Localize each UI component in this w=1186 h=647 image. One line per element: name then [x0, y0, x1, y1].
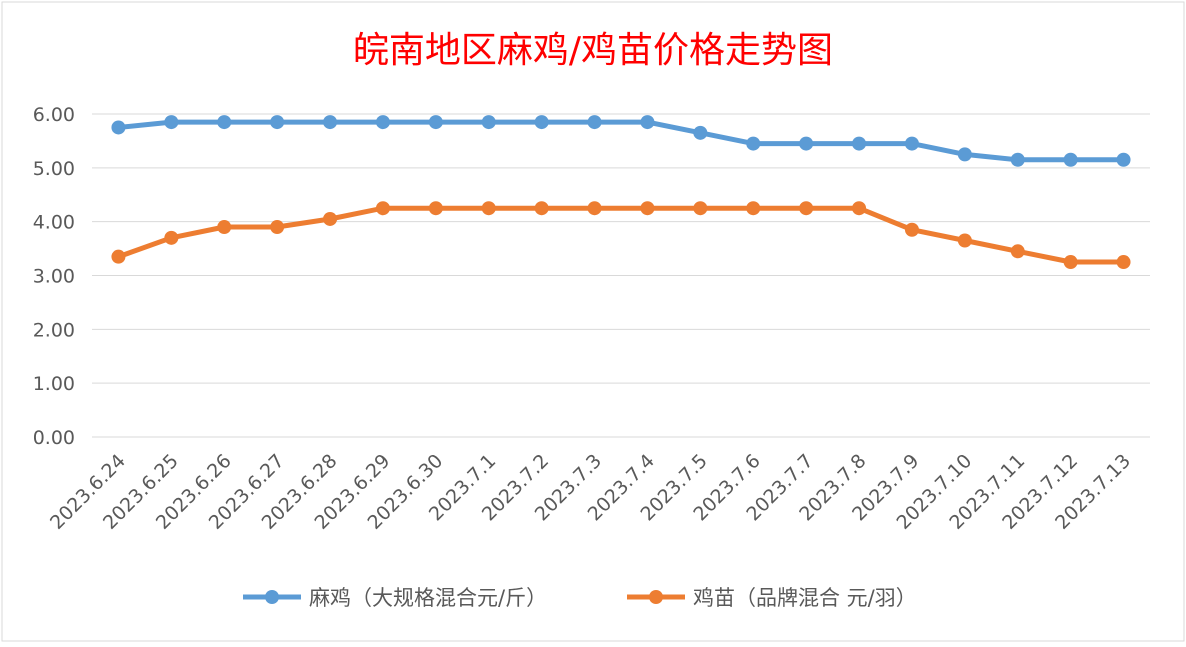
data-point: [587, 201, 602, 216]
data-point: [217, 220, 232, 235]
data-point: [904, 136, 919, 151]
data-point: [217, 115, 232, 130]
data-point: [481, 115, 496, 130]
data-point: [693, 201, 708, 216]
data-point: [957, 233, 972, 248]
data-point: [1010, 244, 1025, 259]
data-point: [640, 115, 655, 130]
data-point: [693, 125, 708, 140]
series-group: [111, 115, 1131, 270]
gridlines: [92, 113, 1150, 438]
data-point: [323, 115, 338, 130]
data-point: [111, 120, 126, 135]
chart-title: 皖南地区麻鸡/鸡苗价格走势图: [353, 30, 833, 71]
data-point: [799, 201, 814, 216]
y-tick-label: 2.00: [33, 319, 75, 341]
series-line: [116, 119, 1126, 163]
data-point: [375, 201, 390, 216]
data-point: [270, 220, 285, 235]
data-point: [111, 249, 126, 264]
data-point: [587, 115, 602, 130]
data-point: [534, 201, 549, 216]
y-tick-label: 3.00: [33, 266, 75, 288]
data-point: [428, 115, 443, 130]
data-point: [481, 201, 496, 216]
data-point: [799, 136, 814, 151]
data-point: [534, 115, 549, 130]
y-tick-label: 1.00: [33, 373, 75, 395]
y-tick-label: 4.00: [33, 212, 75, 234]
data-point: [904, 222, 919, 237]
data-point: [1116, 152, 1131, 167]
data-point: [957, 147, 972, 162]
legend-item[interactable]: 鸡苗（品牌混合 元/羽）: [627, 586, 917, 610]
data-point: [852, 201, 867, 216]
data-point: [270, 115, 285, 130]
series-line: [116, 205, 1126, 265]
data-point: [375, 115, 390, 130]
series-2: [111, 201, 1131, 270]
data-point: [428, 201, 443, 216]
data-point: [323, 211, 338, 226]
y-tick-label: 0.00: [33, 427, 75, 449]
data-point: [164, 230, 179, 245]
legend-marker: [649, 590, 663, 604]
legend-item[interactable]: 麻鸡（大规格混合元/斤）: [243, 586, 547, 610]
legend[interactable]: 麻鸡（大规格混合元/斤） 鸡苗（品牌混合 元/羽）: [243, 586, 917, 610]
legend-marker: [265, 590, 279, 604]
data-point: [1063, 255, 1078, 270]
data-point: [852, 136, 867, 151]
data-point: [1116, 255, 1131, 270]
data-point: [746, 201, 761, 216]
data-point: [164, 115, 179, 130]
data-point: [746, 136, 761, 151]
data-point: [640, 201, 655, 216]
series-1: [111, 115, 1131, 167]
y-axis-tick-labels: 0.00 1.00 2.00 3.00 4.00 5.00 6.00: [33, 104, 75, 449]
legend-label: 鸡苗（品牌混合 元/羽）: [693, 586, 917, 610]
y-tick-label: 6.00: [33, 104, 75, 126]
y-tick-label: 5.00: [33, 158, 75, 180]
data-point: [1010, 152, 1025, 167]
data-point: [1063, 152, 1078, 167]
legend-label: 麻鸡（大规格混合元/斤）: [309, 586, 547, 610]
